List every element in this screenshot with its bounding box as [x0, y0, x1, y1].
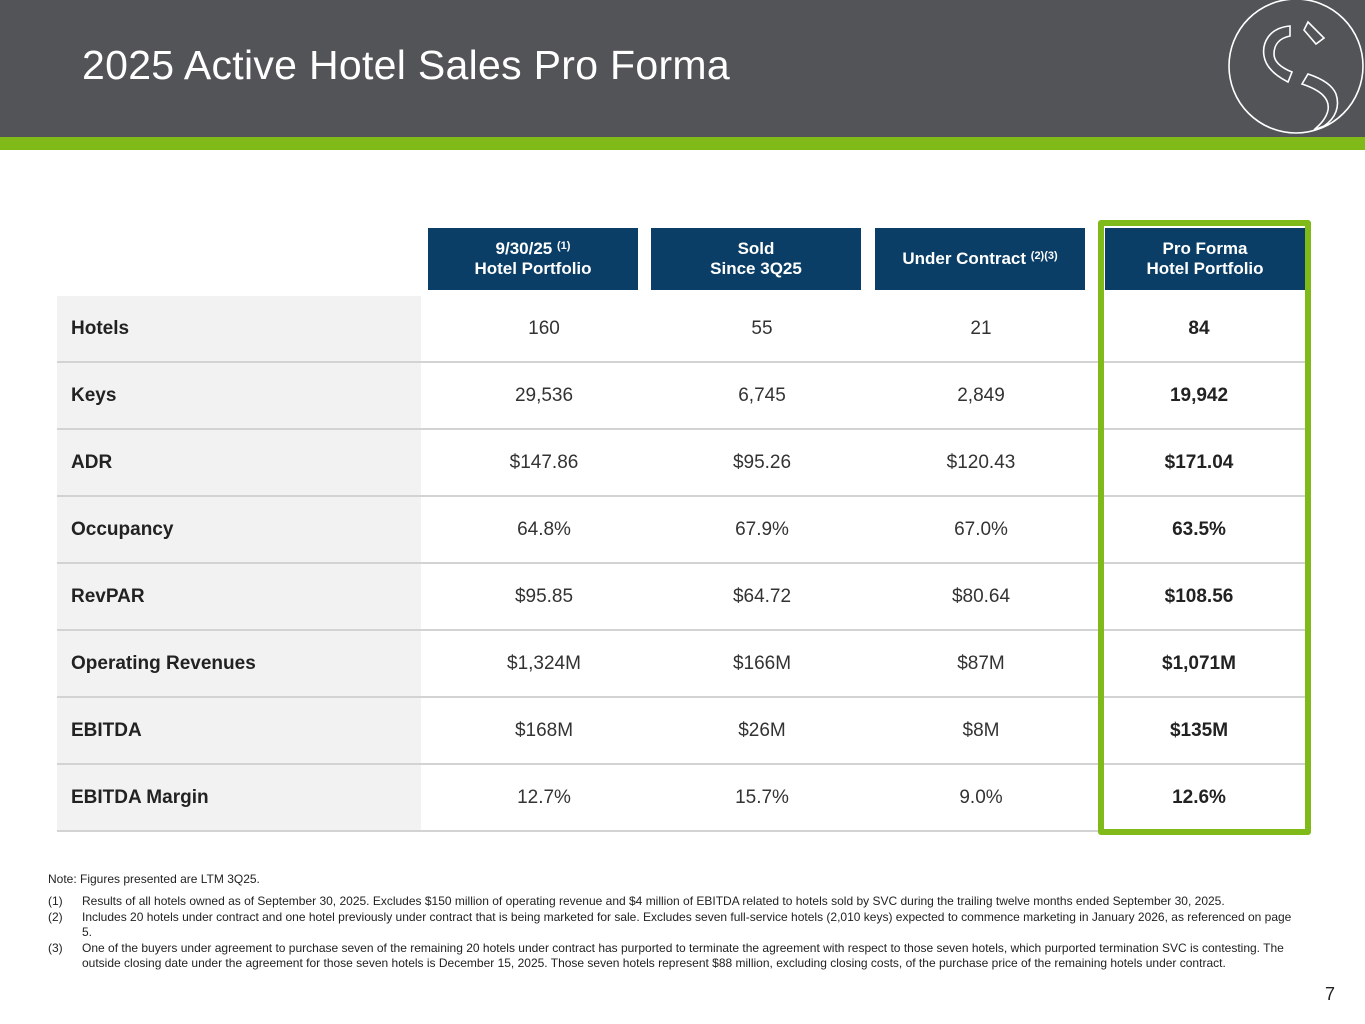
table-row-revpar: RevPAR $95.85 $64.72 $80.64 $108.56: [57, 564, 1306, 631]
cell-current: $1,324M: [507, 652, 581, 674]
header-banner: [0, 0, 1365, 137]
footnote-number: (1): [48, 894, 63, 908]
pro-forma-highlight-box: [1098, 220, 1311, 835]
table-row-adr: ADR $147.86 $95.26 $120.43 $171.04: [57, 430, 1306, 497]
column-header-line1: Under Contract: [902, 249, 1027, 268]
table-row-hotels: Hotels 160 55 21 84: [57, 296, 1306, 363]
cell-pro-forma: $135M: [1169, 719, 1229, 741]
row-label: EBITDA: [71, 719, 142, 741]
cell-under-contract: $120.43: [946, 451, 1016, 473]
row-label: Hotels: [71, 317, 130, 339]
column-header-under-contract: Under Contract (2)(3): [875, 228, 1085, 290]
footnote-3: (3) One of the buyers under agreement to…: [48, 941, 1298, 971]
row-label: Operating Revenues: [71, 652, 256, 674]
footnotes-section: Note: Figures presented are LTM 3Q25. (1…: [48, 872, 1298, 972]
company-logo-icon: [1226, 0, 1365, 137]
column-header-line2: Since 3Q25: [710, 259, 802, 278]
cell-pro-forma: 12.6%: [1172, 786, 1226, 808]
footnote-ref: (1): [557, 240, 571, 252]
column-header-current-portfolio: 9/30/25 (1) Hotel Portfolio: [428, 228, 638, 290]
cell-under-contract: 67.0%: [954, 518, 1008, 540]
cell-sold: $26M: [738, 719, 786, 741]
page-number: 7: [1325, 984, 1336, 1004]
column-header-sold: Sold Since 3Q25: [651, 228, 861, 290]
row-label: Keys: [71, 384, 117, 406]
footnote-text: Results of all hotels owned as of Septem…: [82, 894, 1225, 908]
column-header-pro-forma: Pro Forma Hotel Portfolio: [1105, 228, 1305, 290]
cell-sold: 15.7%: [735, 786, 789, 808]
header-accent-bar: [0, 137, 1365, 150]
cell-pro-forma: $1,071M: [1162, 652, 1236, 674]
cell-sold: 6,745: [738, 384, 786, 406]
table-row-keys: Keys 29,536 6,745 2,849 19,942: [57, 363, 1306, 430]
cell-current: 160: [528, 317, 560, 339]
cell-pro-forma: 63.5%: [1172, 518, 1226, 540]
cell-under-contract: 2,849: [957, 384, 1005, 406]
cell-under-contract: $80.64: [951, 585, 1011, 607]
column-header-line2: Hotel Portfolio: [474, 259, 592, 278]
cell-under-contract: 21: [970, 317, 992, 339]
table-row-operating-revenues: Operating Revenues $1,324M $166M $87M $1…: [57, 631, 1306, 698]
footnote-ref: (2)(3): [1030, 250, 1058, 262]
row-label-column-background: [57, 296, 421, 832]
cell-current: 12.7%: [517, 786, 571, 808]
note-main: Note: Figures presented are LTM 3Q25.: [48, 872, 260, 886]
cell-sold: $64.72: [732, 585, 792, 607]
cell-pro-forma: $108.56: [1164, 585, 1234, 607]
footnote-1: (1) Results of all hotels owned as of Se…: [48, 894, 1298, 909]
cell-under-contract: 9.0%: [959, 786, 1003, 808]
cell-pro-forma: 19,942: [1169, 384, 1229, 406]
footnote-text: One of the buyers under agreement to pur…: [82, 941, 1284, 970]
footnote-number: (2): [48, 910, 63, 924]
row-label: RevPAR: [71, 585, 145, 607]
column-header-line1: Sold: [737, 239, 775, 258]
cell-sold: $95.26: [732, 451, 792, 473]
cell-under-contract: $8M: [962, 719, 1000, 741]
column-header-line1: 9/30/25: [495, 239, 553, 258]
cell-sold: $166M: [732, 652, 792, 674]
row-label: Occupancy: [71, 518, 174, 540]
row-label: ADR: [71, 451, 113, 473]
cell-current: 29,536: [514, 384, 574, 406]
column-header-line2: Hotel Portfolio: [1146, 259, 1264, 278]
footnote-2: (2) Includes 20 hotels under contract an…: [48, 910, 1298, 940]
cell-pro-forma: 84: [1188, 317, 1210, 339]
table-row-occupancy: Occupancy 64.8% 67.9% 67.0% 63.5%: [57, 497, 1306, 564]
table-row-ebitda: EBITDA $168M $26M $8M $135M: [57, 698, 1306, 765]
footnote-text: Includes 20 hotels under contract and on…: [82, 910, 1292, 939]
cell-sold: 55: [751, 317, 773, 339]
cell-current: $147.86: [509, 451, 579, 473]
cell-current: 64.8%: [517, 518, 571, 540]
row-label: EBITDA Margin: [71, 786, 209, 808]
cell-under-contract: $87M: [957, 652, 1005, 674]
table-row-ebitda-margin: EBITDA Margin 12.7% 15.7% 9.0% 12.6%: [57, 765, 1306, 832]
cell-pro-forma: $171.04: [1164, 451, 1234, 473]
page-title: 2025 Active Hotel Sales Pro Forma: [82, 42, 730, 88]
cell-sold: 67.9%: [735, 518, 789, 540]
footnote-number: (3): [48, 941, 63, 955]
cell-current: $168M: [514, 719, 574, 741]
cell-current: $95.85: [514, 585, 574, 607]
column-header-line1: Pro Forma: [1162, 239, 1248, 258]
